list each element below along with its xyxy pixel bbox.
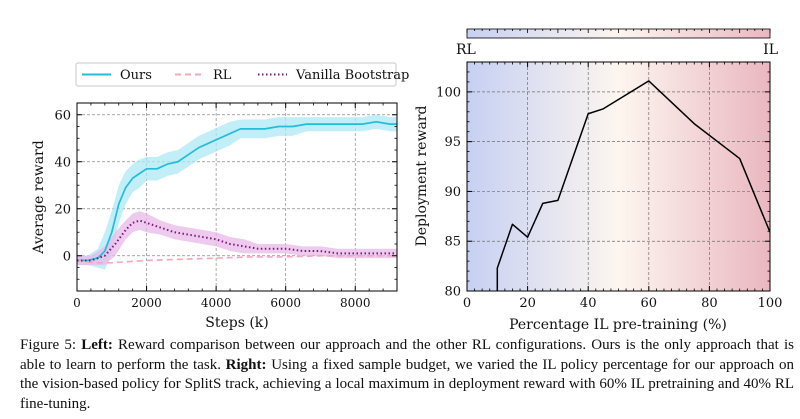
left-y-tick-label: 0	[63, 249, 71, 264]
caption-right-text: Using a fixed sample budget, we varied t…	[20, 356, 794, 412]
right-y-axis-label: Deployment reward	[414, 106, 430, 247]
left-chart: 0 2000 4000 6000 8000 0 20 40 60 Steps (k) Avera…	[31, 62, 409, 331]
right-y-tick-label: 90	[444, 185, 461, 200]
legend-label-vanilla: Vanilla Bootstrap	[295, 68, 409, 83]
caption-left-text: Reward comparison between our approach a…	[20, 337, 794, 373]
right-y-tick-label: 85	[444, 235, 461, 250]
figure-caption: Figure 5: Left: Reward comparison betwee…	[20, 336, 794, 414]
right-plot-area	[496, 80, 770, 291]
legend-label-ours: Ours	[120, 68, 152, 83]
left-y-tick-label: 20	[54, 202, 71, 217]
left-x-tick-label: 4000	[201, 296, 232, 310]
left-y-tick-label: 60	[54, 108, 71, 123]
right-background-gradient	[467, 62, 770, 291]
caption-label: Figure 5:	[20, 337, 77, 353]
series-deployment-reward-line	[496, 80, 770, 291]
caption-left-head: Left:	[81, 337, 113, 353]
left-plot-area	[77, 114, 397, 270]
right-x-tick-label: 80	[701, 296, 718, 311]
series-rl-line	[77, 254, 397, 264]
left-y-tick-label: 40	[54, 155, 71, 170]
right-y-tick-label: 80	[444, 285, 461, 300]
colorbar-ticks	[466, 29, 771, 33]
right-y-tick-label: 95	[444, 135, 461, 150]
right-x-axis-label: Percentage IL pre-training (%)	[509, 317, 727, 333]
right-chart: RL IL 0 20 40 60 80 100 80 85 90 95 100 Percentage…	[414, 28, 783, 333]
left-ticks: 0 2000 4000 6000 8000 0 20 40 60	[54, 103, 398, 310]
right-y-tick-label: 100	[436, 85, 461, 100]
right-x-tick-label: 0	[463, 296, 471, 311]
right-x-tick-label: 20	[519, 296, 536, 311]
left-y-axis-label: Average reward	[31, 140, 47, 254]
left-x-tick-label: 6000	[270, 296, 301, 310]
legend-label-rl: RL	[213, 68, 232, 83]
right-x-tick-label: 100	[758, 296, 783, 311]
right-ticks: 0 20 40 60 80 100 80 85 90 95 100	[436, 61, 783, 311]
series-ours-line	[77, 120, 397, 262]
colorbar-right-label: IL	[763, 42, 778, 58]
legend-box	[75, 62, 397, 87]
left-x-tick-label: 0	[73, 296, 81, 310]
left-x-tick-label: 8000	[340, 296, 371, 310]
left-legend: Ours RL Vanilla Bootstrap	[75, 62, 409, 87]
right-x-tick-label: 40	[580, 296, 597, 311]
figure-canvas: 0 2000 4000 6000 8000 0 20 40 60 Steps (k) Avera…	[31, 28, 783, 333]
colorbar-left-label: RL	[456, 42, 476, 58]
right-x-tick-label: 60	[641, 296, 658, 311]
left-x-axis-label: Steps (k)	[205, 315, 269, 331]
caption-right-head: Right:	[225, 356, 267, 373]
left-x-tick-label: 2000	[131, 296, 162, 310]
